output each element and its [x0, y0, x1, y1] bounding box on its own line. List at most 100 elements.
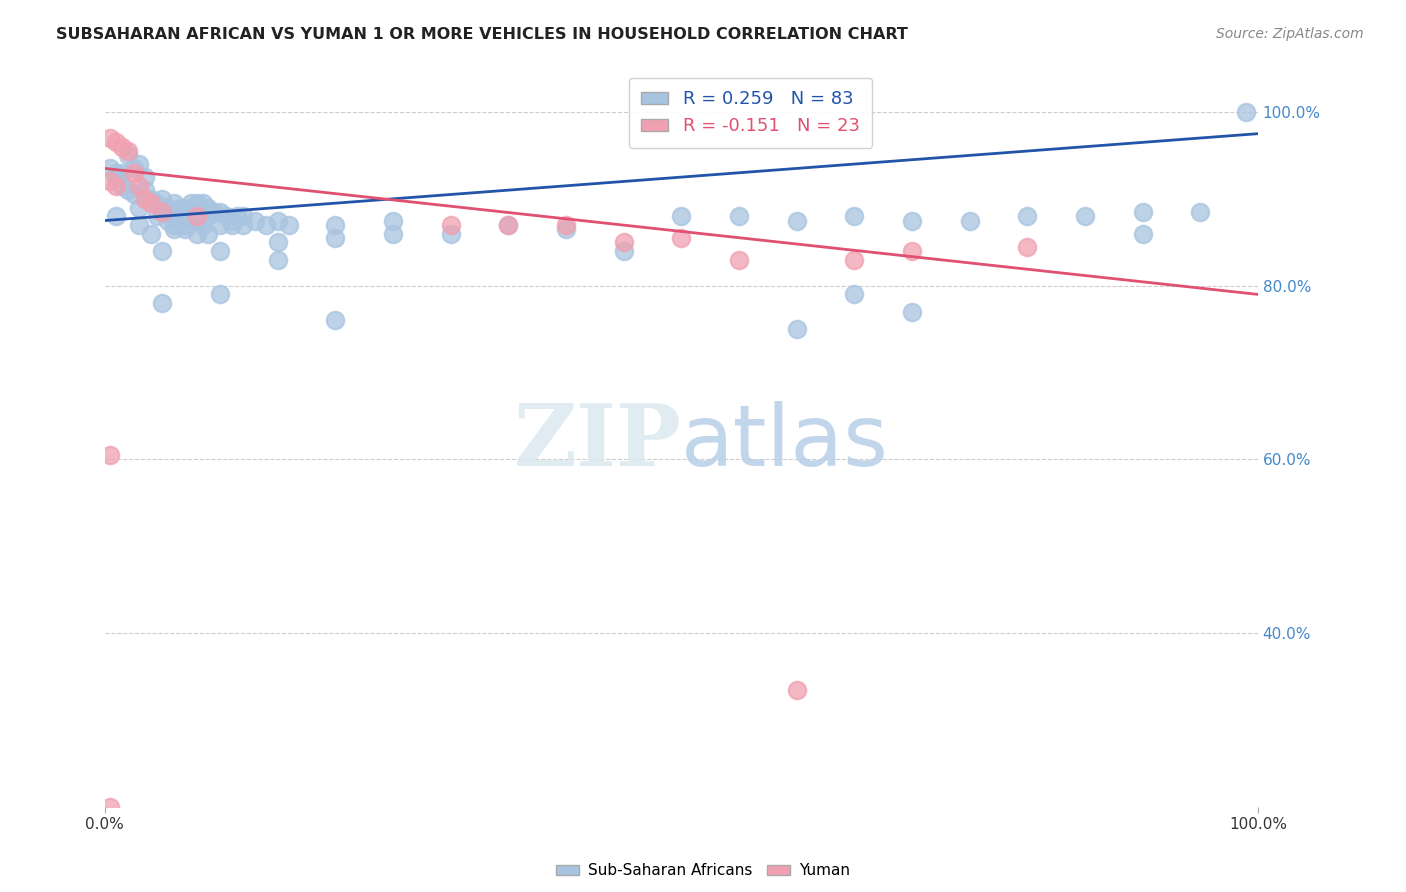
- Point: [191, 218, 214, 232]
- Point: [134, 170, 156, 185]
- Point: [150, 192, 173, 206]
- Point: [208, 287, 231, 301]
- Point: [844, 287, 866, 301]
- Point: [671, 209, 693, 223]
- Point: [105, 209, 128, 223]
- Point: [208, 218, 231, 232]
- Point: [169, 213, 191, 227]
- Point: [959, 213, 981, 227]
- Point: [197, 227, 219, 241]
- Point: [100, 174, 122, 188]
- Point: [100, 448, 122, 462]
- Point: [191, 196, 214, 211]
- Point: [163, 218, 186, 232]
- Point: [613, 244, 636, 258]
- Point: [145, 196, 167, 211]
- Point: [174, 222, 197, 236]
- Point: [111, 178, 134, 193]
- Point: [174, 218, 197, 232]
- Point: [174, 201, 197, 215]
- Point: [323, 313, 346, 327]
- Point: [186, 209, 208, 223]
- Point: [221, 213, 243, 227]
- Point: [1132, 227, 1154, 241]
- Point: [555, 218, 578, 232]
- Point: [555, 222, 578, 236]
- Point: [266, 252, 288, 267]
- Point: [111, 139, 134, 153]
- Point: [163, 222, 186, 236]
- Point: [186, 196, 208, 211]
- Point: [901, 213, 924, 227]
- Point: [134, 192, 156, 206]
- Text: ZIP: ZIP: [513, 401, 682, 484]
- Point: [1074, 209, 1097, 223]
- Point: [105, 178, 128, 193]
- Point: [221, 218, 243, 232]
- Point: [122, 166, 145, 180]
- Point: [186, 227, 208, 241]
- Point: [208, 205, 231, 219]
- Point: [139, 227, 162, 241]
- Point: [243, 213, 266, 227]
- Point: [208, 244, 231, 258]
- Text: Source: ZipAtlas.com: Source: ZipAtlas.com: [1216, 27, 1364, 41]
- Point: [440, 227, 463, 241]
- Point: [266, 213, 288, 227]
- Point: [1189, 205, 1212, 219]
- Point: [157, 213, 180, 227]
- Point: [323, 218, 346, 232]
- Point: [197, 201, 219, 215]
- Point: [786, 322, 808, 336]
- Point: [150, 205, 173, 219]
- Point: [266, 235, 288, 250]
- Point: [226, 209, 249, 223]
- Point: [122, 187, 145, 202]
- Point: [381, 227, 404, 241]
- Point: [111, 166, 134, 180]
- Point: [613, 235, 636, 250]
- Text: SUBSAHARAN AFRICAN VS YUMAN 1 OR MORE VEHICLES IN HOUSEHOLD CORRELATION CHART: SUBSAHARAN AFRICAN VS YUMAN 1 OR MORE VE…: [56, 27, 908, 42]
- Point: [1017, 239, 1039, 253]
- Point: [150, 205, 173, 219]
- Point: [202, 205, 225, 219]
- Point: [786, 682, 808, 697]
- Point: [381, 213, 404, 227]
- Point: [163, 196, 186, 211]
- Point: [901, 244, 924, 258]
- Point: [1132, 205, 1154, 219]
- Point: [197, 209, 219, 223]
- Point: [128, 178, 150, 193]
- Point: [128, 201, 150, 215]
- Point: [145, 209, 167, 223]
- Point: [215, 209, 238, 223]
- Point: [1234, 105, 1257, 120]
- Point: [139, 196, 162, 211]
- Point: [232, 209, 254, 223]
- Point: [100, 161, 122, 176]
- Point: [323, 231, 346, 245]
- Point: [1017, 209, 1039, 223]
- Point: [128, 157, 150, 171]
- Point: [844, 209, 866, 223]
- Point: [844, 252, 866, 267]
- Point: [100, 800, 122, 814]
- Point: [134, 183, 156, 197]
- Point: [105, 166, 128, 180]
- Point: [901, 305, 924, 319]
- Point: [139, 192, 162, 206]
- Point: [254, 218, 277, 232]
- Point: [786, 213, 808, 227]
- Point: [150, 244, 173, 258]
- Legend: R = 0.259   N = 83, R = -0.151   N = 23: R = 0.259 N = 83, R = -0.151 N = 23: [628, 78, 872, 148]
- Point: [117, 183, 139, 197]
- Point: [440, 218, 463, 232]
- Point: [671, 231, 693, 245]
- Point: [157, 201, 180, 215]
- Point: [105, 170, 128, 185]
- Text: atlas: atlas: [682, 401, 889, 483]
- Point: [232, 218, 254, 232]
- Point: [117, 144, 139, 158]
- Point: [150, 296, 173, 310]
- Point: [100, 131, 122, 145]
